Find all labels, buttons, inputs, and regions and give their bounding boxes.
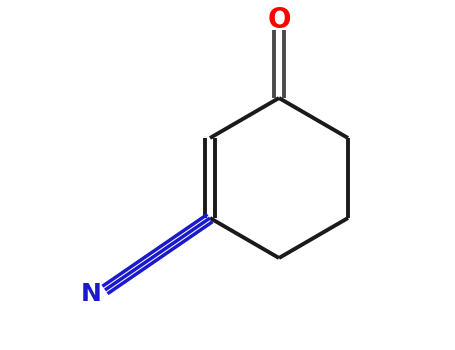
Text: O: O <box>267 6 291 34</box>
Text: N: N <box>81 282 101 306</box>
